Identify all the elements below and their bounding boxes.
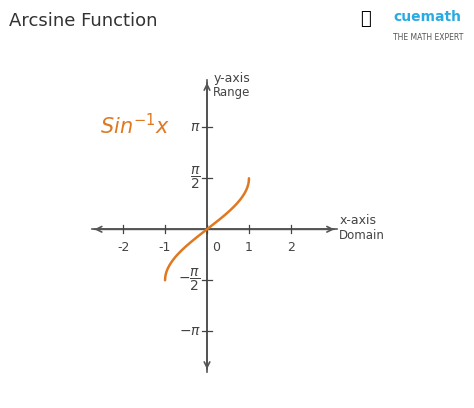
Text: $\dfrac{\pi}{2}$: $\dfrac{\pi}{2}$	[190, 165, 201, 191]
Text: 2: 2	[287, 241, 295, 254]
Text: $-\pi$: $-\pi$	[179, 324, 201, 338]
Text: $-\dfrac{\pi}{2}$: $-\dfrac{\pi}{2}$	[178, 267, 201, 293]
Text: THE MATH EXPERT: THE MATH EXPERT	[393, 33, 464, 42]
Text: -2: -2	[117, 241, 129, 254]
Text: -1: -1	[159, 241, 171, 254]
Text: x-axis: x-axis	[339, 214, 376, 227]
Text: cuemath: cuemath	[393, 10, 461, 24]
Text: Range: Range	[213, 86, 251, 100]
Text: 1: 1	[245, 241, 253, 254]
Text: 🚀: 🚀	[360, 10, 371, 28]
Text: 0: 0	[212, 241, 220, 254]
Text: Arcsine Function: Arcsine Function	[9, 12, 158, 30]
Text: $\it{Sin}^{-1}\it{x}$: $\it{Sin}^{-1}\it{x}$	[100, 113, 170, 138]
Text: $\pi$: $\pi$	[190, 120, 201, 134]
Text: Domain: Domain	[339, 229, 385, 242]
Text: y-axis: y-axis	[213, 72, 250, 85]
